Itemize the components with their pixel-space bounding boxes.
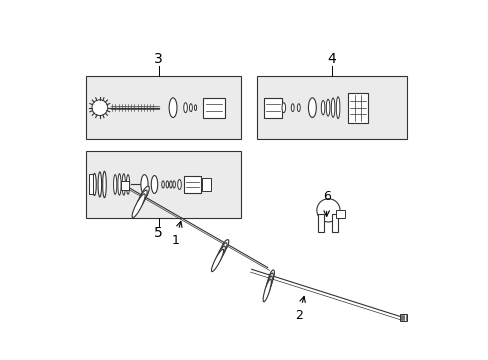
Text: 1: 1 bbox=[172, 234, 180, 247]
Ellipse shape bbox=[98, 172, 102, 197]
Ellipse shape bbox=[132, 194, 145, 217]
Ellipse shape bbox=[162, 181, 164, 188]
Bar bbox=[203, 98, 224, 118]
Text: 5: 5 bbox=[154, 226, 163, 240]
Ellipse shape bbox=[102, 171, 106, 198]
Text: 2: 2 bbox=[295, 309, 303, 322]
Ellipse shape bbox=[93, 174, 96, 195]
Bar bbox=[85, 76, 241, 139]
Ellipse shape bbox=[126, 175, 129, 194]
Bar bbox=[85, 152, 241, 217]
Bar bbox=[88, 175, 93, 194]
Ellipse shape bbox=[308, 98, 316, 117]
Text: 4: 4 bbox=[327, 52, 336, 66]
Text: 3: 3 bbox=[154, 52, 163, 66]
Ellipse shape bbox=[263, 279, 271, 302]
Ellipse shape bbox=[217, 243, 226, 259]
Ellipse shape bbox=[136, 190, 147, 210]
Ellipse shape bbox=[169, 98, 177, 117]
Ellipse shape bbox=[141, 175, 148, 194]
Ellipse shape bbox=[169, 181, 172, 188]
Ellipse shape bbox=[173, 181, 175, 188]
Circle shape bbox=[92, 100, 107, 116]
Bar bbox=[399, 314, 406, 321]
Bar bbox=[183, 176, 201, 193]
Ellipse shape bbox=[211, 249, 223, 271]
Ellipse shape bbox=[291, 104, 294, 112]
Ellipse shape bbox=[214, 246, 225, 265]
Ellipse shape bbox=[297, 104, 300, 112]
Text: 6: 6 bbox=[322, 190, 330, 203]
Ellipse shape bbox=[122, 174, 125, 195]
Bar bbox=[202, 178, 210, 191]
Ellipse shape bbox=[166, 181, 168, 188]
Ellipse shape bbox=[118, 174, 121, 195]
Ellipse shape bbox=[177, 180, 181, 189]
Ellipse shape bbox=[151, 176, 157, 193]
Ellipse shape bbox=[325, 99, 329, 116]
Bar bbox=[347, 93, 367, 123]
Ellipse shape bbox=[266, 273, 273, 290]
Ellipse shape bbox=[189, 104, 192, 112]
Bar bbox=[317, 214, 324, 232]
Ellipse shape bbox=[267, 270, 274, 284]
Ellipse shape bbox=[321, 100, 324, 115]
Ellipse shape bbox=[221, 240, 228, 253]
Ellipse shape bbox=[316, 199, 339, 222]
Bar bbox=[257, 76, 406, 139]
Ellipse shape bbox=[336, 97, 339, 118]
Ellipse shape bbox=[264, 276, 272, 296]
Ellipse shape bbox=[113, 175, 117, 194]
Bar bbox=[331, 214, 338, 232]
Bar bbox=[121, 181, 129, 190]
Bar bbox=[335, 210, 344, 217]
Ellipse shape bbox=[331, 98, 334, 117]
Bar bbox=[264, 98, 282, 118]
Ellipse shape bbox=[140, 186, 149, 202]
Ellipse shape bbox=[183, 103, 187, 113]
Ellipse shape bbox=[282, 103, 285, 113]
Ellipse shape bbox=[194, 105, 196, 111]
